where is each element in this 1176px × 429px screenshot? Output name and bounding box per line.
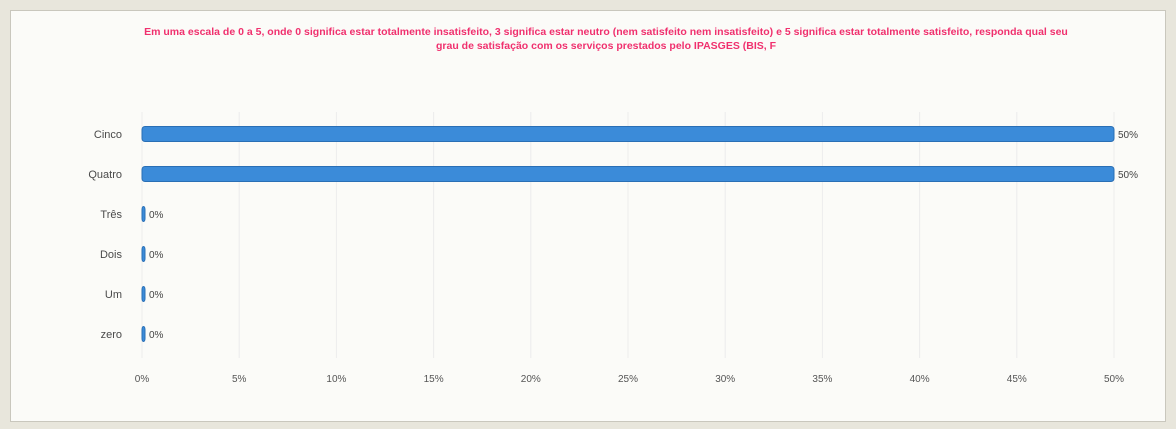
data-label: 0%: [149, 330, 164, 341]
bar: [141, 206, 146, 222]
category-label: zero: [101, 329, 122, 341]
x-tick-label: 0%: [135, 374, 150, 385]
chart-title: Em uma escala de 0 a 5, onde 0 significa…: [144, 26, 1068, 52]
category-label: Quatro: [88, 169, 122, 181]
bar: [141, 246, 146, 262]
x-tick-label: 25%: [618, 374, 638, 385]
data-label: 0%: [149, 210, 164, 221]
x-tick-label: 35%: [812, 374, 832, 385]
data-label: 0%: [149, 290, 164, 301]
data-label: 50%: [1118, 130, 1138, 141]
data-label: 50%: [1118, 170, 1138, 181]
x-tick-label: 5%: [232, 374, 247, 385]
bar: [141, 126, 1115, 142]
x-tick-label: 10%: [326, 374, 346, 385]
x-tick-label: 15%: [424, 374, 444, 385]
x-tick-label: 40%: [910, 374, 930, 385]
bar: [141, 166, 1115, 182]
chart-frame: Em uma escala de 0 a 5, onde 0 significa…: [10, 10, 1166, 422]
category-label: Três: [100, 209, 122, 221]
x-tick-label: 50%: [1104, 374, 1124, 385]
data-label: 0%: [149, 250, 164, 261]
category-label: Um: [105, 289, 122, 301]
x-tick-label: 20%: [521, 374, 541, 385]
x-tick-label: 45%: [1007, 374, 1027, 385]
category-label: Dois: [100, 249, 123, 261]
bar: [141, 326, 146, 342]
x-tick-label: 30%: [715, 374, 735, 385]
category-label: Cinco: [94, 129, 122, 141]
bar: [141, 286, 146, 302]
